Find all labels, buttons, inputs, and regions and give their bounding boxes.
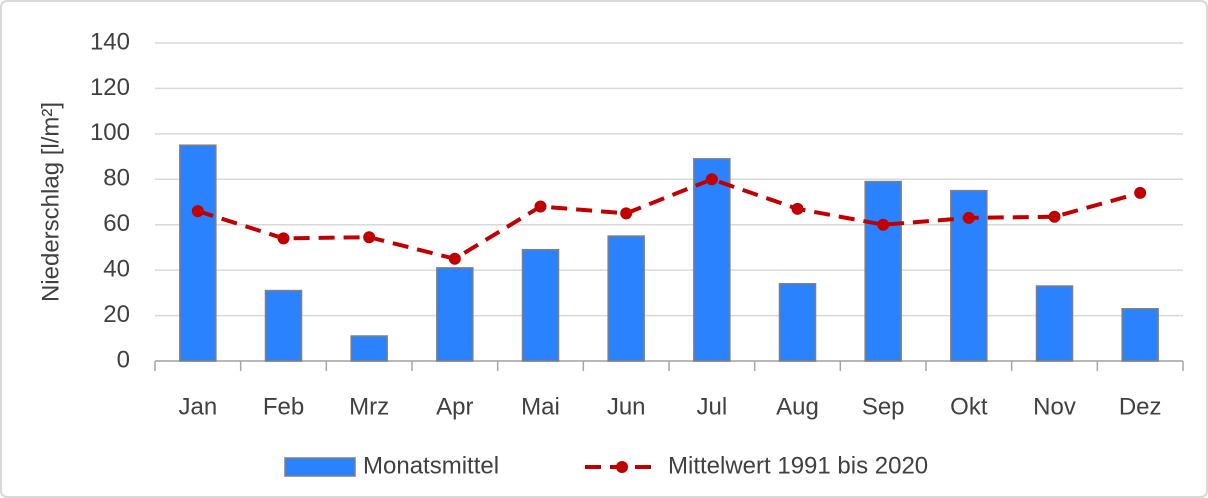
bar bbox=[264, 289, 303, 362]
x-tick-label: Mrz bbox=[349, 393, 389, 420]
line-marker bbox=[962, 211, 975, 224]
legend-label: Mittelwert 1991 bis 2020 bbox=[668, 452, 928, 479]
bar bbox=[179, 144, 217, 362]
y-tick-label: 120 bbox=[90, 74, 130, 101]
line bbox=[197, 177, 1141, 261]
bar bbox=[693, 158, 731, 362]
legend-marker bbox=[616, 461, 628, 473]
legend-swatch bbox=[284, 457, 356, 477]
line-marker bbox=[534, 200, 547, 213]
line-marker bbox=[620, 207, 633, 220]
line-marker bbox=[191, 205, 204, 218]
x-tick-label: Jan bbox=[178, 393, 217, 420]
y-tick-label: 0 bbox=[117, 346, 130, 373]
bar bbox=[1035, 285, 1074, 362]
x-tick-label: Mai bbox=[521, 393, 560, 420]
x-tick-label: Nov bbox=[1033, 393, 1076, 420]
bar bbox=[607, 235, 645, 362]
x-tick-label: Jul bbox=[696, 393, 727, 420]
bar bbox=[350, 335, 388, 362]
x-tick-label: Jun bbox=[607, 393, 646, 420]
y-tick-label: 60 bbox=[103, 210, 130, 237]
line-marker bbox=[1048, 210, 1061, 223]
x-tick-label: Okt bbox=[950, 393, 988, 420]
x-tick-label: Apr bbox=[436, 393, 473, 420]
bar bbox=[436, 267, 474, 362]
line-marker bbox=[448, 252, 461, 265]
bar bbox=[521, 248, 560, 362]
y-tick-label: 80 bbox=[103, 165, 130, 192]
x-tick-label: Sep bbox=[862, 393, 905, 420]
y-tick-label: 20 bbox=[103, 301, 130, 328]
line-marker bbox=[791, 202, 804, 215]
legend-label: Monatsmittel bbox=[363, 452, 499, 479]
bar bbox=[1121, 308, 1159, 362]
line-marker bbox=[877, 218, 890, 231]
bar bbox=[778, 283, 817, 362]
y-tick-label: 140 bbox=[90, 28, 130, 55]
y-tick-label: 40 bbox=[103, 255, 130, 282]
bar bbox=[864, 180, 902, 362]
line-marker bbox=[363, 231, 376, 244]
line-marker bbox=[1134, 186, 1147, 199]
line-marker bbox=[705, 173, 718, 186]
y-axis-label: Niederschlag [l/m²] bbox=[37, 102, 64, 302]
y-tick-label: 100 bbox=[90, 119, 130, 146]
line-marker bbox=[277, 232, 290, 245]
x-tick-label: Dez bbox=[1119, 393, 1162, 420]
x-tick-label: Aug bbox=[776, 393, 819, 420]
x-tick-label: Feb bbox=[263, 393, 304, 420]
